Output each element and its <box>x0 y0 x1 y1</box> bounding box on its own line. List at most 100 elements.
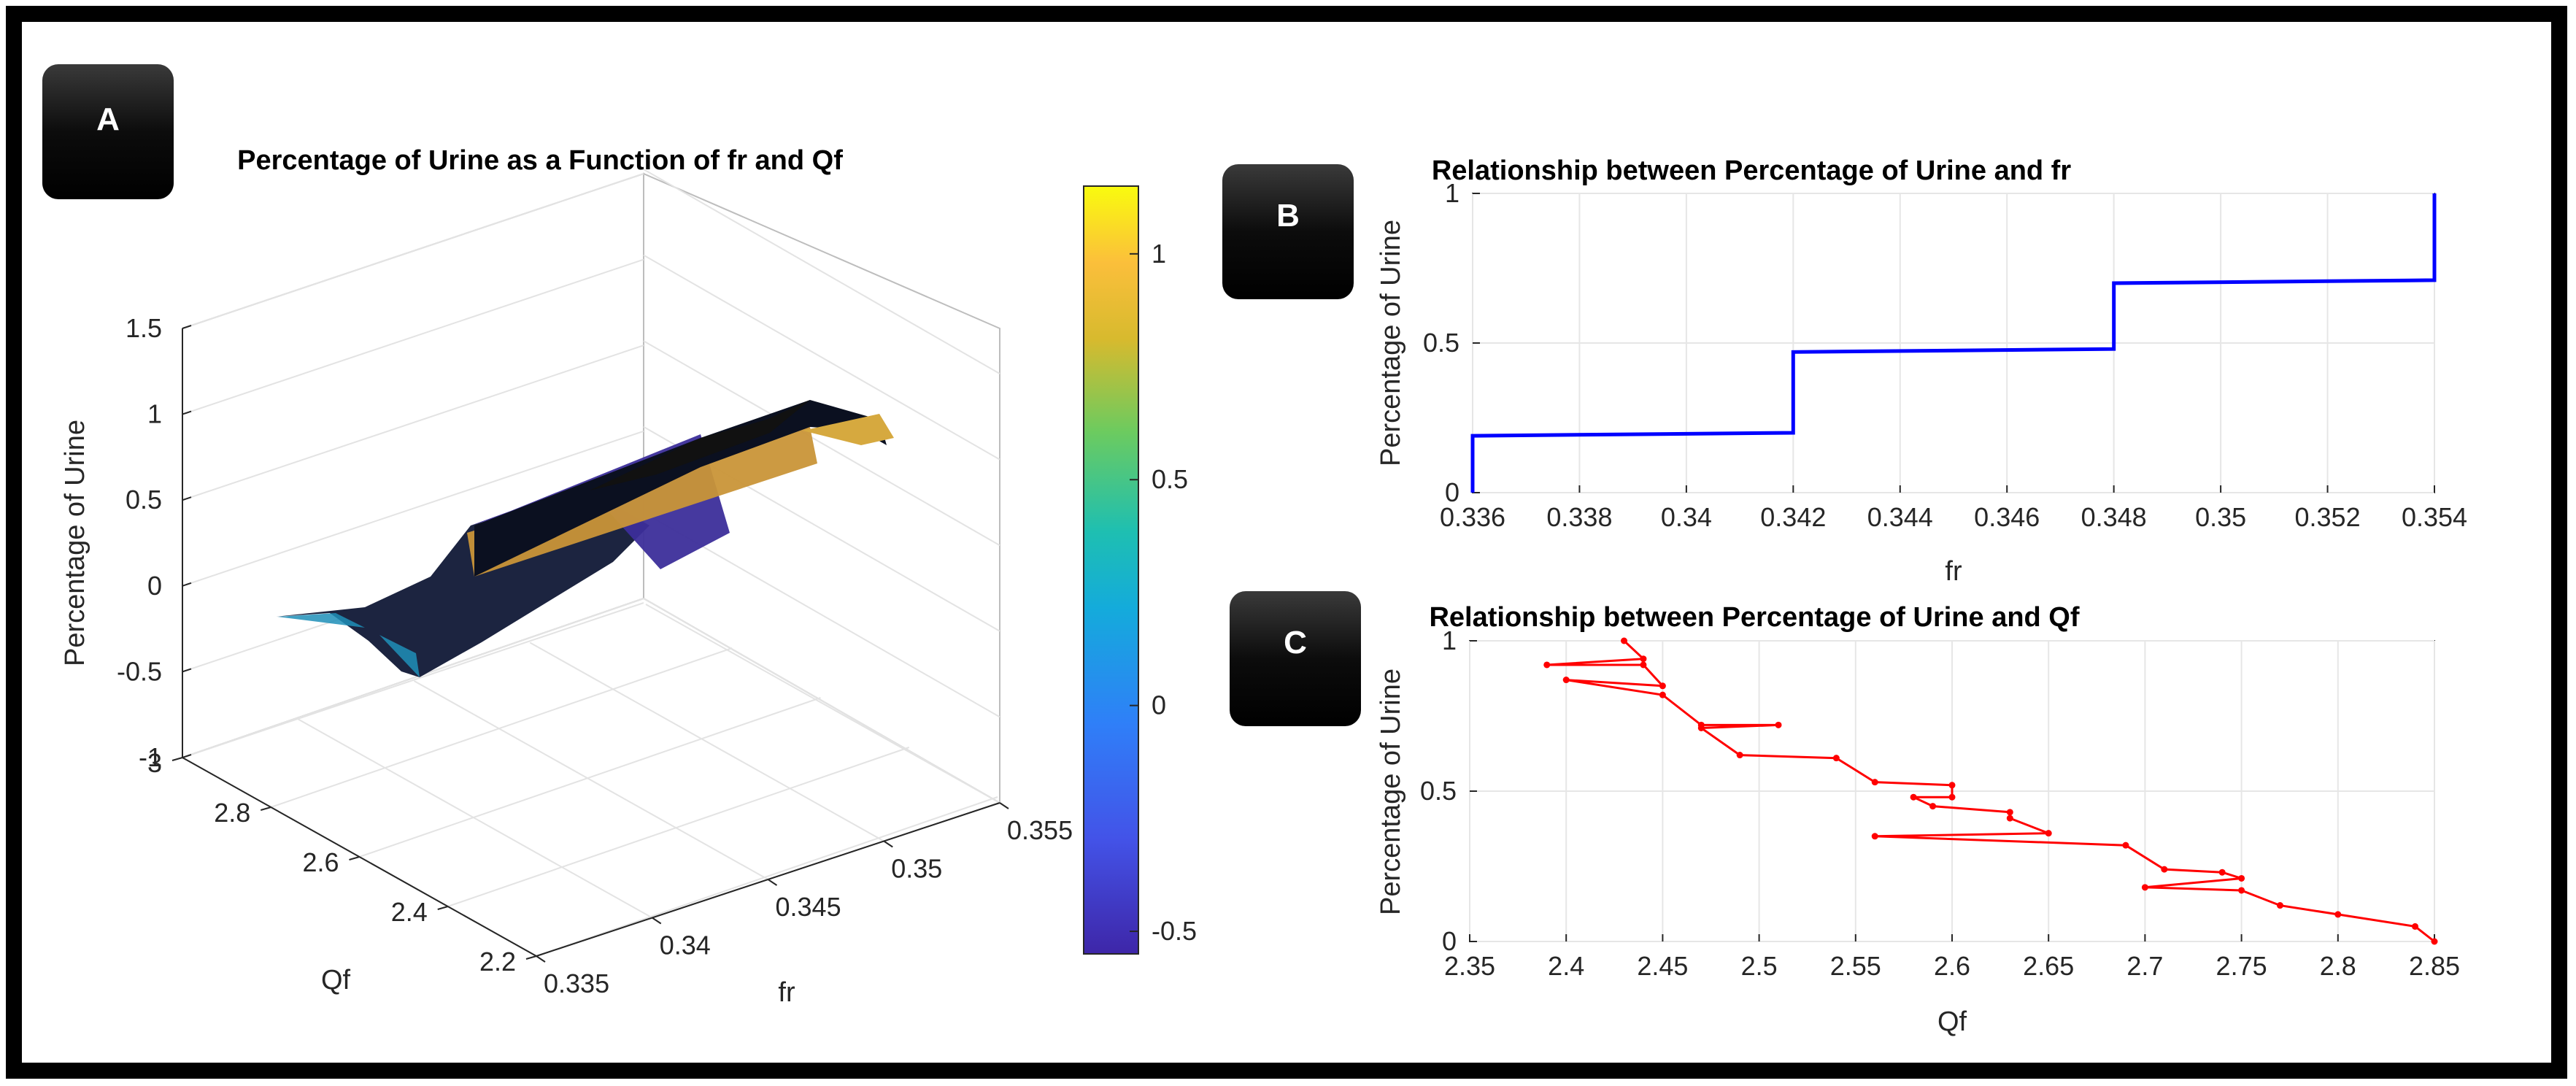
data-point <box>1871 779 1878 786</box>
chart-a: Percentage of Urine as a Function of fr … <box>60 145 1197 1008</box>
gridline-z <box>643 340 1000 547</box>
tick-mark-z <box>182 325 192 329</box>
y-tick-label: 0.5 <box>1423 328 1459 358</box>
fr-tick-label: 0.35 <box>891 854 942 884</box>
x-tick-label: 2.65 <box>2023 951 2074 981</box>
colorbar-tick-label: 0 <box>1152 690 1166 720</box>
tick-mark-z <box>182 754 192 758</box>
tick-mark-fr <box>536 955 546 963</box>
badge-c: C <box>1230 591 1361 726</box>
data-point <box>1948 793 1956 801</box>
data-point <box>2412 923 2419 930</box>
data-point <box>1871 833 1878 840</box>
tick-mark-qf <box>525 955 537 960</box>
x-tick-label: 2.6 <box>1934 951 1970 981</box>
chart-a-title: Percentage of Urine as a Function of fr … <box>237 145 843 176</box>
data-point <box>2161 866 2168 873</box>
x-tick-label: 0.336 <box>1440 502 1505 532</box>
gridline-qf <box>447 747 910 907</box>
chart-c-ticks: 2.35 2.4 2.45 2.5 2.55 2.6 2.65 2.7 2.75 2.8 2.85 0… <box>1420 625 2460 981</box>
chart-b: Relationship between Percentage of Urine… <box>1376 155 2467 587</box>
chart-c: Relationship between Percentage of Urine… <box>1376 602 2460 1037</box>
data-point <box>2431 938 2438 945</box>
badge-a: A <box>42 64 174 199</box>
data-point <box>2218 869 2226 876</box>
y-tick-label: 0 <box>1445 477 1459 507</box>
gridline-fr <box>298 718 653 919</box>
x-tick-label: 0.35 <box>2195 502 2246 532</box>
x-tick-label: 0.342 <box>1760 502 1826 532</box>
gridline-fr <box>645 604 1000 804</box>
colorbar-tick-label: 0.5 <box>1152 464 1188 494</box>
x-tick-label: 0.346 <box>1974 502 2040 532</box>
gridline-z <box>643 169 1000 374</box>
data-point <box>1775 721 1782 728</box>
chart-a-colorbar: -0.5 0 0.5 1 <box>1083 185 1197 955</box>
gridline-qf <box>270 647 733 808</box>
y-tick-label: 1 <box>1445 178 1459 208</box>
chart-a-gridlines <box>182 169 1000 957</box>
data-point <box>1929 803 1937 810</box>
gridline-qf <box>182 598 644 758</box>
data-point <box>2334 911 2342 918</box>
data-point <box>1640 661 1647 669</box>
x-tick-label: 2.55 <box>1830 951 1881 981</box>
qf-tick-label: 3 <box>147 748 162 778</box>
x-tick-label: 0.344 <box>1867 502 1933 532</box>
data-point <box>2238 874 2245 882</box>
x-tick-label: 2.4 <box>1548 951 1584 981</box>
x-tick-label: 0.348 <box>2081 502 2147 532</box>
badge-b-label: B <box>1276 198 1300 234</box>
z-tick-label: 0.5 <box>126 485 162 515</box>
data-point <box>2006 814 2013 822</box>
data-point <box>1659 691 1666 698</box>
x-tick-label: 0.352 <box>2295 502 2361 532</box>
x-tick-label: 0.338 <box>1546 502 1612 532</box>
chart-a-fr-ticks: 0.335 0.34 0.345 0.35 0.355 <box>536 802 1073 998</box>
gridline-z <box>643 254 1000 461</box>
data-point <box>2141 884 2148 891</box>
z-tick-label: -0.5 <box>117 656 162 686</box>
x-tick-label: 2.5 <box>1741 951 1778 981</box>
tick-mark-z <box>182 496 192 501</box>
gridline-qf <box>536 796 998 957</box>
gridline-z <box>182 258 644 415</box>
badge-c-label: C <box>1284 625 1307 661</box>
data-point <box>1948 782 1956 789</box>
data-point <box>1621 637 1628 644</box>
chart-a-fr-label: fr <box>778 977 795 1008</box>
data-point <box>1543 661 1551 669</box>
chart-b-ticks: 0.336 0.338 0.34 0.342 0.344 0.346 0.348 0.35 0.… <box>1423 178 2467 532</box>
data-point <box>2045 830 2052 837</box>
data-point <box>2276 902 2283 909</box>
x-tick-label: 2.35 <box>1444 951 1495 981</box>
tick-mark-qf <box>171 757 183 761</box>
data-point <box>1659 682 1666 690</box>
fr-tick-label: 0.34 <box>660 931 711 960</box>
chart-c-series <box>1543 637 2438 945</box>
data-point <box>1640 655 1647 663</box>
data-point <box>2122 842 2129 849</box>
tick-mark-fr <box>767 879 778 886</box>
data-point <box>2238 887 2245 894</box>
gridline-z <box>182 344 644 501</box>
qf-tick-label: 2.8 <box>214 798 250 828</box>
x-tick-label: 0.34 <box>1661 502 1712 532</box>
fr-tick-label: 0.345 <box>776 892 841 922</box>
z-tick-label: 0 <box>147 571 162 601</box>
x-tick-label: 2.7 <box>2126 951 2163 981</box>
y-tick-label: 1 <box>1442 625 1457 655</box>
x-tick-label: 2.45 <box>1637 951 1688 981</box>
chart-b-y-label: Percentage of Urine <box>1376 220 1406 466</box>
gridline-z <box>182 173 644 329</box>
colorbar-tick-label: -0.5 <box>1152 916 1197 946</box>
data-point <box>1562 677 1570 684</box>
data-point <box>1697 724 1705 731</box>
y-tick-label: 0 <box>1442 926 1457 956</box>
chart-c-y-label: Percentage of Urine <box>1376 669 1406 915</box>
chart-a-colorbar-ticks: -0.5 0 0.5 1 <box>1130 239 1197 946</box>
chart-a-z-ticks: -1 -0.5 0 0.5 1 1.5 <box>117 313 192 772</box>
chart-a-surface <box>276 400 894 677</box>
chart-b-title: Relationship between Percentage of Urine… <box>1432 155 2071 186</box>
